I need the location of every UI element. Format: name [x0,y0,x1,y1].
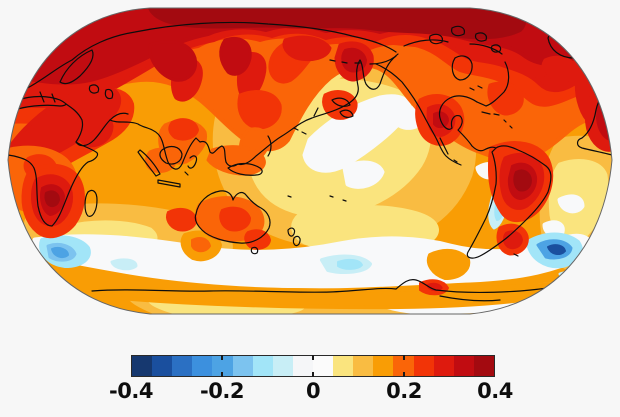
colorbar-tick [312,372,314,377]
coastline-srilanka [184,171,189,176]
coastline-pacific-islands [287,195,347,202]
coastline-caspian-sea [104,88,114,100]
coastline-hudson-bay [451,55,473,81]
colorbar-tick [312,355,314,360]
coastline-philippines [267,135,272,157]
coastline-mediterranean-south [8,103,67,113]
colorbar-segment-3 [192,356,213,376]
colorbar-segment-4 [212,356,233,376]
colorbar-label-zero: 0 [305,379,321,403]
coastline-sulawesi [187,155,198,169]
colorbar-segment-1 [152,356,173,376]
colorbar-tick [221,372,223,377]
coastline-na-arctic [403,39,503,55]
coastline-gulf-of-mexico [438,95,497,152]
coastline-na-east [476,61,510,107]
coastline-arctic-island-1 [429,33,443,45]
colorbar-segment-8 [292,356,313,376]
colorbar-segment-17 [473,356,494,376]
coastline-antilles [503,119,513,129]
coastline-uk [596,82,607,91]
colorbar-segment-10 [333,356,354,376]
coastline-malay-india [109,119,227,170]
colorbar-segment-0 [132,356,153,376]
coastline-great-lakes [469,85,483,91]
colorbar-tick [403,355,405,360]
colorbar-segment-6 [252,356,273,376]
colorbar-tick [221,355,223,360]
colorbar-segment-14 [413,356,434,376]
coastline-madagascar [84,189,98,217]
coastline-new-zealand-south [292,235,301,247]
coastline-italy [39,91,45,103]
coastline-arctic-island-3 [474,32,488,42]
coastline-eurasia-north [8,21,397,97]
coastline-persian-gulf [109,112,129,121]
coastline-antarctic-ice-edge [439,295,501,302]
coastlines [8,21,612,302]
colorbar-segment-5 [232,356,253,376]
colorbar-segment-13 [393,356,414,376]
colorbar-segment-16 [453,356,474,376]
map-outline [7,7,613,315]
coastline-south-america [466,145,552,259]
coastline-galapagos [453,159,458,163]
colorbar-tick [403,372,405,377]
colorbar-segment-12 [373,356,394,376]
coastline-japan-south [339,109,354,118]
coastline-java [157,179,181,188]
coastline-greece [51,93,56,103]
coastline-arctic-island-4 [490,44,502,53]
coastline-africa-west [8,154,53,227]
coastline-sumatra [137,149,161,177]
colorbar-label-neg02: -0.2 [200,379,244,403]
coastline-borneo [159,145,183,165]
coastline-arctic-island-2 [451,25,465,37]
colorbar-segment-15 [433,356,454,376]
colorbar-label-min: -0.4 [109,379,153,403]
coastline-tasmania [250,246,259,255]
colorbar-segment-9 [312,356,334,376]
coastline-baja [439,137,449,155]
colorbar-label-pos02: 0.2 [386,379,422,403]
coastline-hawaii [293,127,307,135]
colorbar-segment-11 [353,356,374,376]
coastline-na-west [375,63,462,166]
coastline-hispaniola [493,113,500,116]
coastline-black-sea [88,84,100,94]
coastline-iceland [598,62,609,71]
colorbar-label-max: 0.4 [477,379,513,403]
coastline-scandinavia [59,49,94,85]
coastline-japan [331,97,351,107]
coastline-africa-east [51,141,99,227]
coastline-cuba [481,111,491,115]
coastline-alaska-aleutians [329,53,399,65]
colorbar-segment-7 [272,356,293,376]
coastline-new-guinea [227,162,263,176]
coastline-falklands [513,253,519,257]
world-temperature-map [7,7,613,315]
coastline-new-zealand-north [287,227,296,237]
coastline-korea [313,107,319,117]
coastline-australia [194,190,271,244]
coastline-europe-west [602,59,612,89]
coastline-antarctica [91,279,581,293]
colorbar-segment-2 [172,356,193,376]
